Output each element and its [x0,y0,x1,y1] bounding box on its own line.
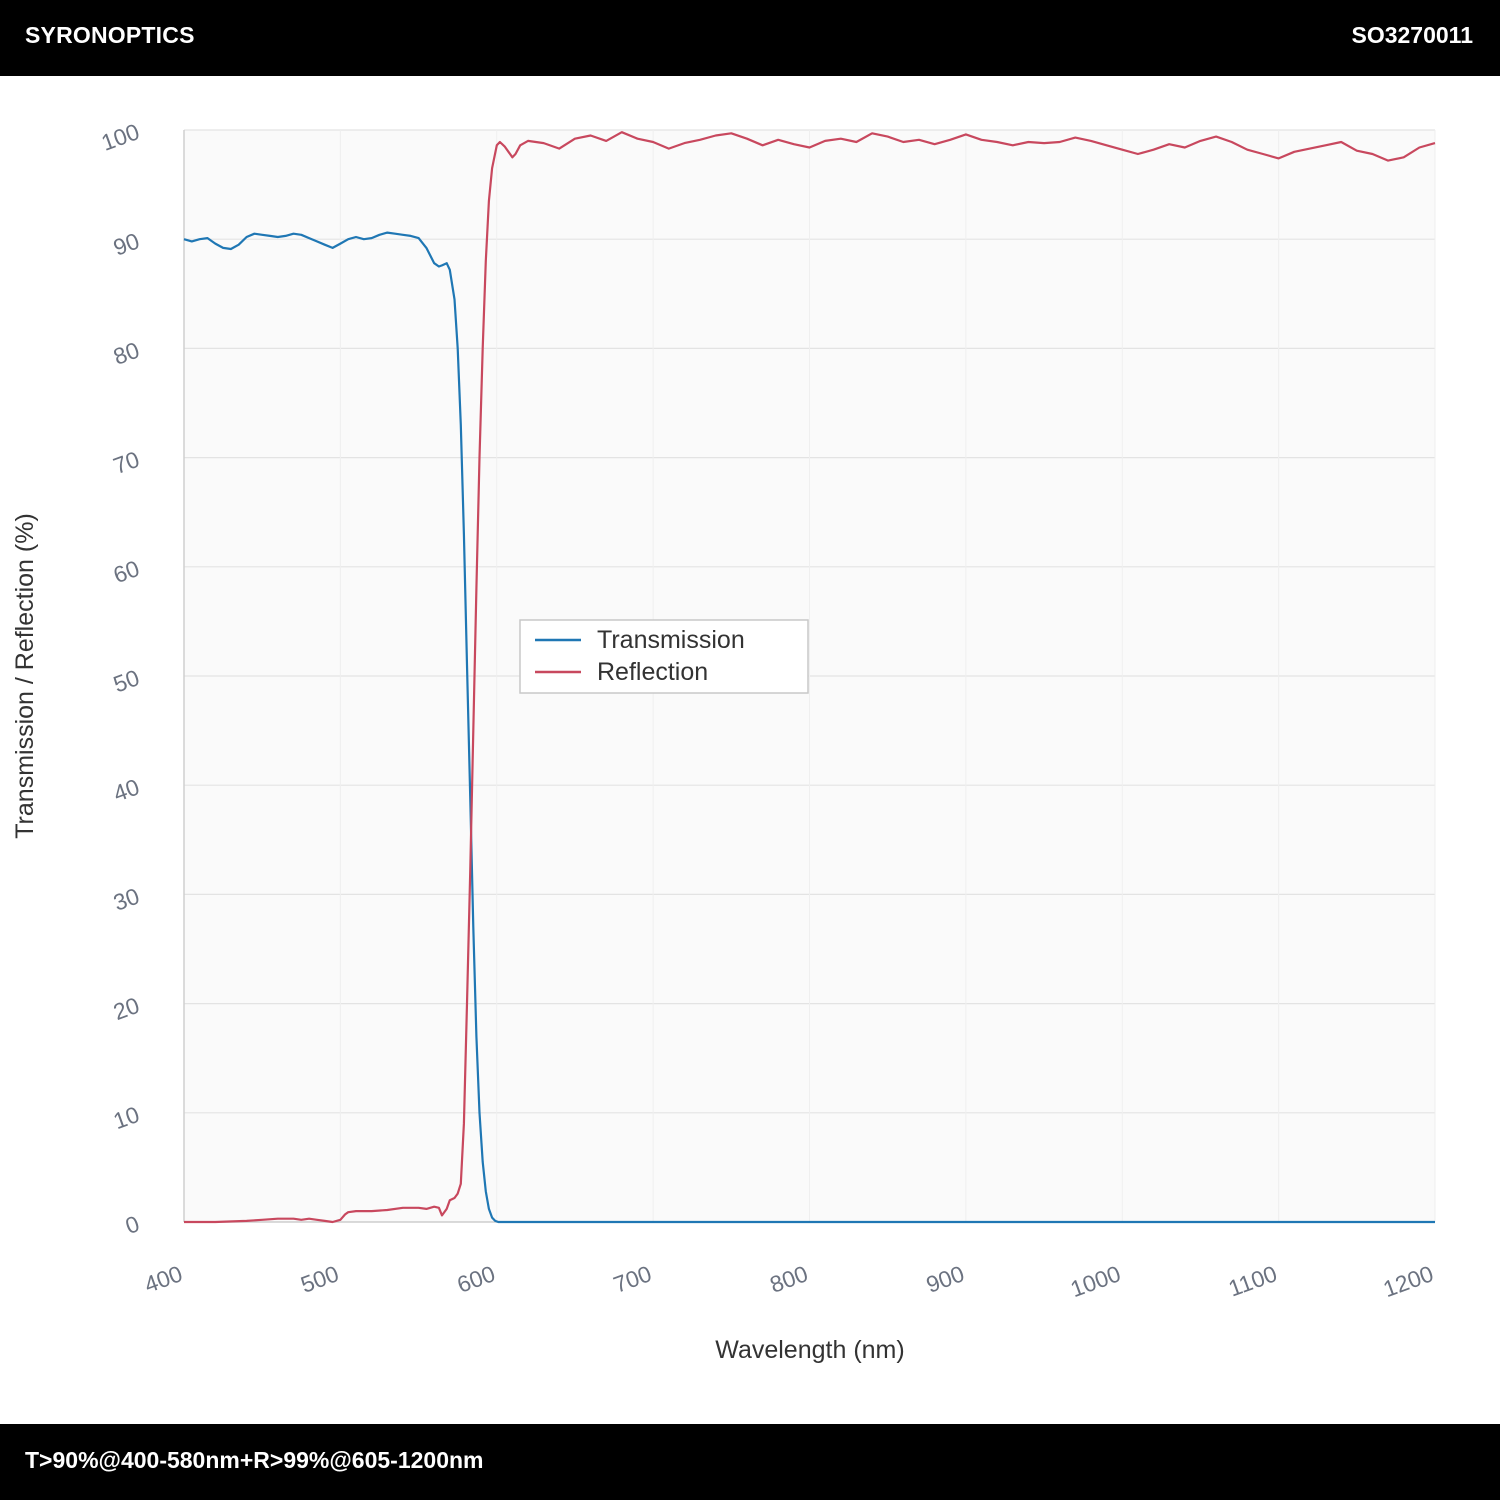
brand-name: SYRONOPTICS [25,22,195,48]
x-tick-label: 400 [141,1260,186,1298]
x-tick-label: 600 [454,1260,499,1298]
y-tick-label: 60 [110,555,143,588]
series-group [183,131,1436,1224]
x-tick-label: 500 [297,1260,342,1298]
bottom-banner: T>90%@400-580nm+R>99%@605-1200nm [0,1424,1500,1500]
y-tick-label: 30 [110,883,143,916]
y-tick-label: 100 [98,118,143,156]
top-banner: SYRONOPTICS SO3270011 [0,0,1500,76]
x-tick-label: 700 [610,1260,655,1298]
y-tick-label: 90 [110,227,143,260]
y-tick-labels: 0 10 20 30 40 50 60 70 80 90 100 [98,118,143,1239]
y-tick-label: 20 [110,992,143,1025]
legend-label-reflection: Reflection [597,658,708,686]
x-axis-title: Wavelength (nm) [715,1336,904,1364]
legend: Transmission Reflection [519,619,809,694]
x-tick-label: 1100 [1225,1260,1280,1301]
y-tick-label: 0 [122,1210,143,1239]
x-tick-label: 1200 [1380,1260,1437,1302]
y-tick-label: 40 [110,773,143,806]
series-line-transmission [183,231,1435,1224]
legend-box [519,619,809,694]
y-axis-title: Transmission / Reflection (%) [11,513,39,839]
spec-text: T>90%@400-580nm+R>99%@605-1200nm [25,1447,484,1473]
x-tick-labels: 400 500 600 700 800 900 1000 1100 1200 [141,1260,1437,1302]
x-tick-label: 900 [923,1260,968,1298]
part-number: SO3270011 [1351,22,1473,48]
legend-label-transmission: Transmission [597,626,745,654]
x-tick-label: 1000 [1067,1260,1124,1302]
y-tick-label: 10 [110,1101,143,1134]
series-line-reflection [184,131,1436,1224]
x-tick-label: 800 [766,1260,811,1298]
y-tick-label: 70 [110,446,143,479]
y-tick-label: 50 [110,664,143,697]
y-tick-label: 80 [110,337,143,370]
